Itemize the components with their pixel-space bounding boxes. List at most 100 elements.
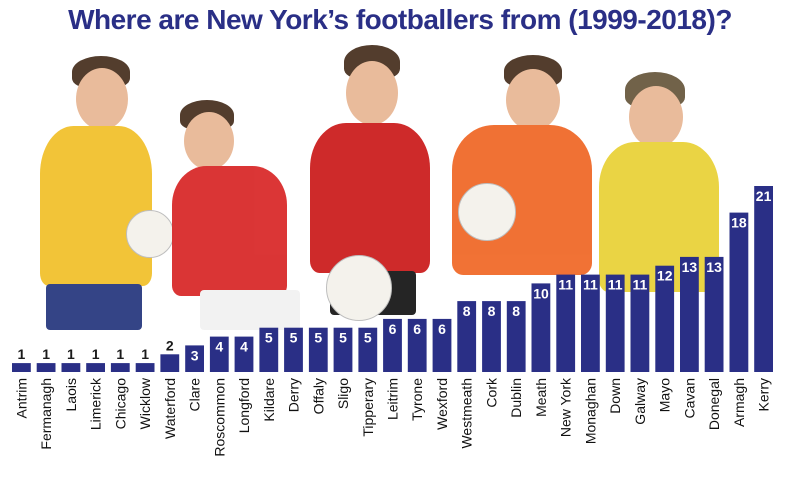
value-label-roscommon: 4 xyxy=(215,339,223,355)
bar-cork xyxy=(482,301,501,372)
chart-title: Where are New York’s footballers from (1… xyxy=(68,4,732,35)
value-label-kerry: 21 xyxy=(756,188,772,204)
tick-label-waterford: Waterford xyxy=(162,378,178,439)
bar-waterford xyxy=(160,354,180,372)
bar-donegal xyxy=(704,256,724,372)
tick-label-donegal: Donegal xyxy=(706,378,722,430)
tick-label-monaghan: Monaghan xyxy=(582,378,598,444)
value-label-wexford: 6 xyxy=(438,321,446,337)
player-photo-1 xyxy=(30,50,174,370)
tick-label-dublin: Dublin xyxy=(508,378,524,418)
tick-label-antrim: Antrim xyxy=(13,378,29,418)
tick-label-mayo: Mayo xyxy=(657,378,673,412)
bar-offaly xyxy=(308,327,328,372)
tick-label-chicago: Chicago xyxy=(112,378,128,430)
bar-fermanagh xyxy=(36,363,56,372)
value-label-limerick: 1 xyxy=(92,346,100,362)
value-label-chicago: 1 xyxy=(116,346,124,362)
bar-clare xyxy=(185,345,204,372)
value-label-donegal: 13 xyxy=(706,259,722,275)
value-label-wicklow: 1 xyxy=(141,346,149,362)
bar-leitrim xyxy=(383,318,402,372)
bar-sligo xyxy=(333,327,353,372)
tick-label-cavan: Cavan xyxy=(681,378,697,418)
tick-label-meath: Meath xyxy=(533,378,549,417)
value-label-derry: 5 xyxy=(290,330,298,346)
value-label-tipperary: 5 xyxy=(364,330,372,346)
bar-limerick xyxy=(86,363,105,372)
player-photo-5 xyxy=(595,70,725,370)
bar-chicago xyxy=(110,363,130,372)
bar-monaghan xyxy=(581,274,600,372)
bar-meath xyxy=(531,283,551,372)
value-label-longford: 4 xyxy=(240,339,248,355)
bar-longford xyxy=(234,336,254,372)
tick-label-tyrone: Tyrone xyxy=(409,378,425,421)
tick-label-longford: Longford xyxy=(236,378,252,433)
bar-roscommon xyxy=(209,336,229,372)
tick-label-kerry: Kerry xyxy=(756,378,772,411)
bar-westmeath xyxy=(457,301,477,372)
tick-label-new-york: New York xyxy=(558,377,574,437)
tick-label-derry: Derry xyxy=(286,378,302,412)
value-label-monaghan: 11 xyxy=(583,277,598,293)
value-label-cavan: 13 xyxy=(682,259,698,275)
bar-kerry xyxy=(754,186,773,372)
tick-label-sligo: Sligo xyxy=(335,378,351,409)
value-label-tyrone: 6 xyxy=(413,321,421,337)
bar-derry xyxy=(284,327,303,372)
tick-label-roscommon: Roscommon xyxy=(211,378,227,457)
tick-label-laois: Laois xyxy=(63,378,79,411)
bar-mayo xyxy=(655,265,675,372)
bar-tyrone xyxy=(407,318,427,372)
value-label-laois: 1 xyxy=(67,346,75,362)
value-label-armagh: 18 xyxy=(731,215,747,231)
tick-label-cork: Cork xyxy=(484,377,500,408)
tick-label-fermanagh: Fermanagh xyxy=(38,378,54,450)
value-label-mayo: 12 xyxy=(657,268,673,284)
tick-label-leitrim: Leitrim xyxy=(385,378,401,420)
tick-label-offaly: Offaly xyxy=(310,378,326,414)
jersey xyxy=(40,126,152,286)
bar-laois xyxy=(61,363,81,372)
bar-armagh xyxy=(729,212,749,372)
tick-label-limerick: Limerick xyxy=(88,377,104,430)
tick-label-wicklow: Wicklow xyxy=(137,377,153,429)
tick-label-galway: Galway xyxy=(632,378,648,425)
tick-label-kildare: Kildare xyxy=(261,378,277,422)
bar-new-york xyxy=(556,274,576,372)
bar-galway xyxy=(630,274,650,372)
player-photo-3 xyxy=(300,45,440,370)
value-label-sligo: 5 xyxy=(339,330,347,346)
bar-kildare xyxy=(259,327,279,372)
tick-label-westmeath: Westmeath xyxy=(459,378,475,449)
tick-label-clare: Clare xyxy=(187,378,203,412)
value-label-dublin: 8 xyxy=(512,303,520,319)
value-label-westmeath: 8 xyxy=(463,303,471,319)
bar-wicklow xyxy=(135,363,155,372)
player-photo-2 xyxy=(170,100,305,370)
tick-label-tipperary: Tipperary xyxy=(360,378,376,437)
bar-antrim xyxy=(12,363,31,372)
bar-down xyxy=(605,274,625,372)
value-label-new-york: 11 xyxy=(558,277,573,293)
value-label-antrim: 1 xyxy=(18,346,26,362)
tick-label-armagh: Armagh xyxy=(731,378,747,427)
value-label-fermanagh: 1 xyxy=(42,346,50,362)
value-label-galway: 11 xyxy=(632,277,647,293)
bar-wexford xyxy=(432,318,452,372)
value-label-down: 11 xyxy=(608,277,623,293)
value-label-clare: 3 xyxy=(191,347,199,363)
tick-label-wexford: Wexford xyxy=(434,378,450,430)
value-label-offaly: 5 xyxy=(314,330,322,346)
player-photo-4 xyxy=(440,55,600,370)
bar-dublin xyxy=(506,301,526,372)
bar-cavan xyxy=(680,256,699,372)
value-label-waterford: 2 xyxy=(166,337,174,353)
bar-tipperary xyxy=(358,327,378,372)
tick-label-down: Down xyxy=(607,378,623,414)
value-label-kildare: 5 xyxy=(265,330,273,346)
value-label-leitrim: 6 xyxy=(389,321,397,337)
